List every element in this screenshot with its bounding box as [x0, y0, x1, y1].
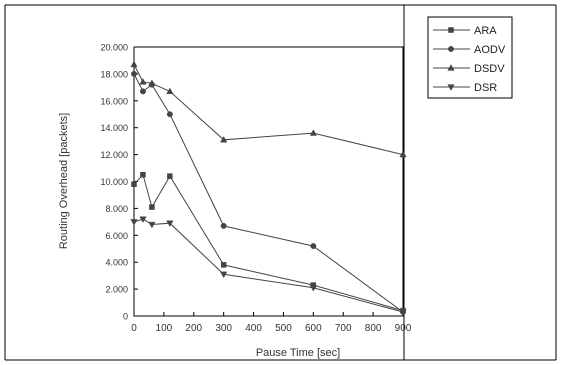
data-point-ara [149, 204, 155, 210]
legend-item-dsr: DSR [433, 82, 497, 94]
y-tick-label: 20.000 [100, 43, 128, 53]
data-point-aodv [310, 243, 317, 250]
y-tick-label: 14.000 [100, 123, 128, 133]
data-point-dsr [220, 271, 228, 279]
data-point-ara [167, 173, 173, 179]
data-point-ara [131, 181, 137, 187]
data-point-dsdv [220, 135, 228, 143]
data-point-dsr [139, 216, 147, 223]
data-point-aodv [166, 111, 173, 118]
data-point-aodv [140, 88, 146, 95]
legend-item-aodv: AODV [433, 44, 506, 56]
legend-marker [447, 84, 455, 91]
y-axis: 0 2.000 4.000 6.000 8.000 10.000 12.000 14.000 1… [100, 43, 138, 322]
x-tick-label: 900 [395, 323, 412, 334]
legend-label: ARA [474, 25, 497, 37]
data-point-dsdv [166, 87, 174, 95]
y-tick-label: 10.000 [100, 177, 128, 187]
data-point-aodv [131, 70, 137, 77]
x-tick-label: 400 [245, 323, 262, 334]
y-tick-label: 0 [123, 312, 128, 322]
series-line-ara [133, 173, 404, 312]
y-tick-label: 16.000 [100, 96, 128, 106]
x-tick-label: 500 [275, 323, 292, 334]
x-tick-label: 300 [215, 323, 232, 334]
legend-item-dsdv: DSDV [433, 63, 505, 75]
legend-label: DSR [474, 82, 497, 94]
y-tick-label: 8.000 [105, 204, 128, 214]
y-tick-label: 6.000 [105, 231, 128, 241]
data-point-ara [220, 262, 227, 268]
legend-marker [448, 46, 454, 52]
data-point-dsr [148, 221, 156, 229]
series-dsr [130, 216, 407, 316]
data-point-dsr [166, 220, 174, 228]
legend-label: DSDV [474, 63, 505, 75]
data-point-dsr [130, 219, 138, 226]
legend-marker [448, 27, 454, 33]
x-axis: 0 100 200 300 400 500 600 700 800 900 [131, 312, 412, 334]
data-point-dsr [309, 285, 317, 292]
y-axis-label: Routing Overhead [packets] [58, 113, 70, 249]
data-point-dsr [399, 309, 407, 316]
x-tick-label: 800 [365, 323, 382, 334]
legend: ARA AODV DSDV DSR [427, 16, 513, 99]
series-dsdv [130, 60, 407, 158]
x-tick-label: 0 [131, 323, 137, 334]
y-tick-label: 4.000 [105, 258, 128, 268]
data-point-dsdv [399, 150, 407, 158]
x-tick-label: 600 [305, 323, 322, 334]
x-tick-label: 100 [156, 323, 173, 334]
y-tick-label: 18.000 [100, 69, 128, 79]
series-line-dsdv [133, 64, 404, 156]
data-point-dsdv [139, 78, 147, 85]
series-ara [131, 172, 406, 314]
data-point-dsdv [309, 129, 317, 136]
series-line-dsr [133, 218, 404, 313]
series-layer [130, 60, 407, 316]
y-tick-label: 2.000 [105, 285, 128, 295]
data-point-aodv [220, 222, 227, 229]
legend-item-ara: ARA [433, 25, 497, 37]
series-line-aodv [133, 73, 404, 313]
x-axis-label: Pause Time [sec] [256, 347, 340, 359]
legend-box [427, 16, 513, 99]
y-tick-label: 12.000 [100, 150, 128, 160]
legend-marker [447, 64, 455, 71]
data-point-ara [140, 172, 146, 178]
data-point-dsdv [148, 79, 156, 86]
data-point-dsdv [130, 60, 138, 68]
legend-label: AODV [474, 44, 506, 56]
series-aodv [131, 70, 406, 315]
plot-area [133, 46, 404, 317]
x-tick-label: 700 [335, 323, 352, 334]
x-tick-label: 200 [185, 323, 202, 334]
